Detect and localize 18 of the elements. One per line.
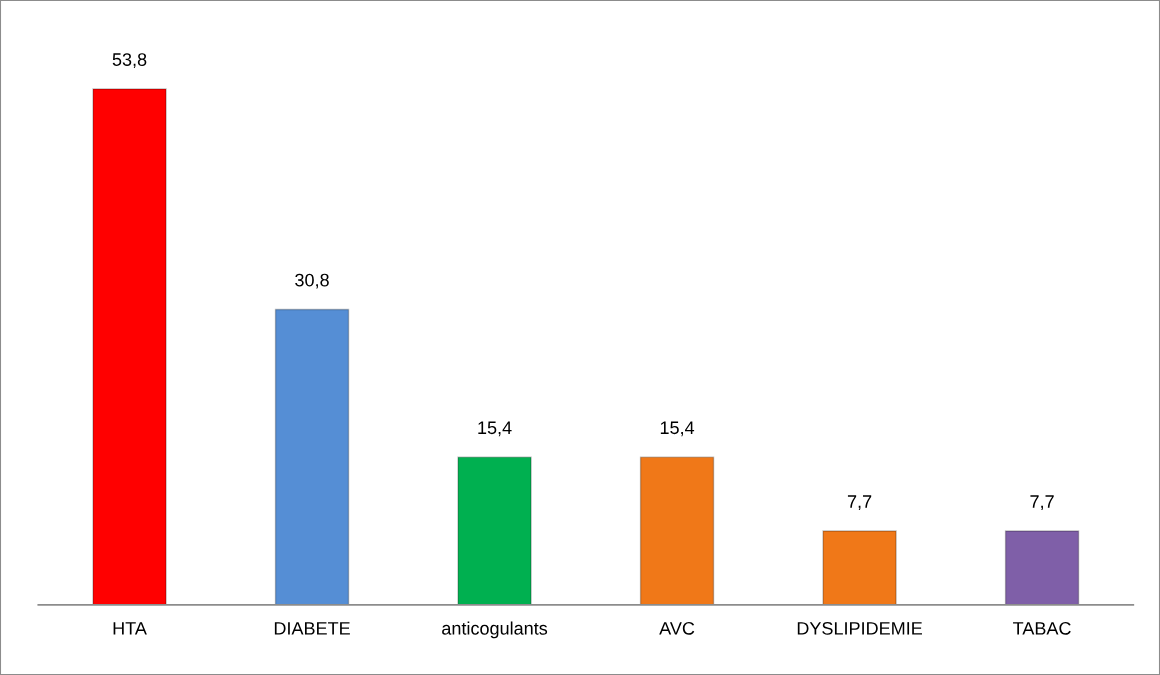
bar [457,456,532,605]
x-tick-label: anticogulants [442,621,548,639]
x-tick-label: TABAC [1013,621,1071,635]
bar [274,308,350,605]
bar [92,88,167,605]
x-tick-label: AVC [659,621,695,635]
x-tick-label: DIABETE [274,622,350,635]
data-label: 15,4 [660,421,695,437]
x-tick-label: DYSLIPIDEMIE [797,621,922,635]
data-label: 53,8 [112,53,147,69]
data-label: 15,4 [478,421,512,437]
data-label: 7,7 [847,495,872,511]
bar [639,456,715,605]
bar [1004,530,1080,605]
x-tick-label: HTA [113,622,147,635]
data-label: 7,7 [1030,495,1054,511]
bar [822,530,897,605]
data-label: 30,8 [295,273,329,289]
